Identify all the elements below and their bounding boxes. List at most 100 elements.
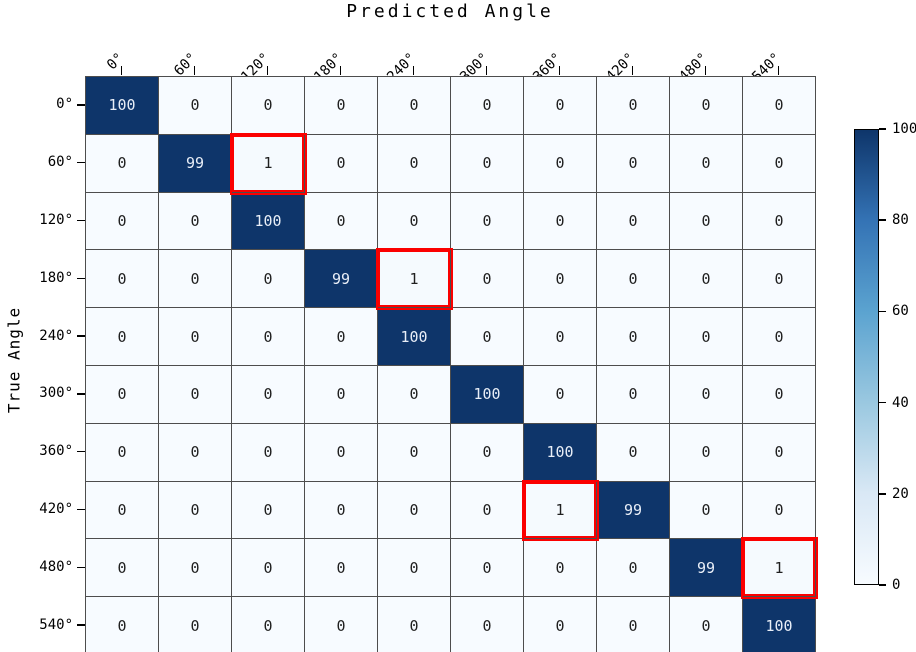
matrix-cell: 0 <box>86 308 159 366</box>
matrix-cell: 0 <box>524 365 597 424</box>
y-tick-mark <box>77 393 85 395</box>
y-tick-label: 240° <box>39 327 73 344</box>
matrix-cell: 0 <box>524 77 597 135</box>
y-tick-mark <box>77 219 85 222</box>
matrix-cell: 0 <box>232 365 305 424</box>
matrix-cell: 0 <box>670 250 743 309</box>
matrix-cell: 0 <box>524 192 597 251</box>
y-tick-label: 540° <box>39 616 73 633</box>
matrix-cell: 0 <box>670 192 743 251</box>
matrix-cell: 0 <box>378 365 451 424</box>
matrix-cell: 99 <box>670 539 743 598</box>
matrix-cell: 1 <box>232 134 305 193</box>
matrix-cell: 0 <box>378 481 451 540</box>
matrix-cell: 1 <box>524 481 597 540</box>
matrix-cell: 0 <box>670 308 743 366</box>
matrix-cell: 0 <box>451 250 524 309</box>
colorbar-tick-mark <box>879 401 886 404</box>
y-tick-label: 420° <box>39 501 73 517</box>
y-tick-label: 360° <box>39 443 73 460</box>
matrix-cell: 0 <box>159 423 232 482</box>
x-tick-mark <box>120 66 123 75</box>
colorbar-tick-label: 40 <box>892 394 909 411</box>
colorbar-tick-mark <box>879 128 886 130</box>
y-tick-mark <box>77 450 85 453</box>
matrix-cell: 0 <box>524 308 597 366</box>
x-tick-mark <box>704 66 707 75</box>
matrix-cell: 0 <box>232 481 305 540</box>
matrix-cell: 0 <box>305 423 378 482</box>
matrix-cell: 0 <box>305 77 378 135</box>
x-tick-mark <box>266 66 269 75</box>
matrix-cell: 0 <box>305 134 378 193</box>
matrix-cell: 100 <box>232 192 305 251</box>
matrix-cell: 0 <box>670 423 743 482</box>
matrix-cell: 0 <box>378 597 451 652</box>
matrix-cell: 0 <box>232 250 305 309</box>
matrix-cell: 0 <box>451 539 524 598</box>
matrix-cell: 0 <box>597 134 670 193</box>
matrix-cell: 100 <box>378 308 451 366</box>
heatmap-grid: 100 0 0 0 0 0 0 0 0 0 0 99 1 0 0 0 0 0 0 0 0 0 100 0 0 0 0 0 0 0 0 0 0 99… <box>85 76 816 652</box>
matrix-cell: 0 <box>378 539 451 598</box>
matrix-cell: 0 <box>743 308 816 366</box>
matrix-cell: 0 <box>743 250 816 309</box>
matrix-cell: 0 <box>378 77 451 135</box>
matrix-cell: 100 <box>451 365 524 424</box>
colorbar <box>854 129 879 585</box>
x-tick-mark <box>339 66 342 75</box>
x-tick-mark <box>777 66 780 75</box>
colorbar-tick-label: 0 <box>892 577 901 593</box>
matrix-cell: 99 <box>597 481 670 540</box>
y-tick-label: 300° <box>39 385 73 402</box>
matrix-cell: 0 <box>86 250 159 309</box>
matrix-cell: 0 <box>305 597 378 652</box>
matrix-cell: 99 <box>159 134 232 193</box>
y-tick-mark <box>77 104 85 106</box>
matrix-cell: 0 <box>743 134 816 193</box>
y-tick-label: 120° <box>39 212 73 228</box>
matrix-cell: 0 <box>670 597 743 652</box>
matrix-cell: 0 <box>159 365 232 424</box>
matrix-cell: 99 <box>305 250 378 309</box>
matrix-cell: 0 <box>159 192 232 251</box>
matrix-cell: 0 <box>86 481 159 540</box>
y-tick-mark <box>77 277 85 280</box>
chart-title: Predicted Angle <box>346 1 554 22</box>
colorbar-tick-mark <box>879 584 886 586</box>
matrix-cell: 0 <box>232 308 305 366</box>
matrix-cell: 0 <box>86 192 159 251</box>
colorbar-tick-label: 80 <box>892 212 909 229</box>
y-tick-mark <box>77 624 85 626</box>
matrix-cell: 0 <box>670 77 743 135</box>
matrix-cell: 0 <box>451 192 524 251</box>
matrix-cell: 0 <box>743 481 816 540</box>
matrix-cell: 0 <box>597 423 670 482</box>
y-tick-label: 480° <box>39 558 73 575</box>
matrix-cell: 0 <box>159 250 232 309</box>
matrix-cell: 0 <box>159 308 232 366</box>
matrix-cell: 0 <box>743 77 816 135</box>
matrix-cell: 0 <box>232 423 305 482</box>
matrix-cell: 0 <box>86 597 159 652</box>
x-tick-mark <box>412 66 415 75</box>
matrix-cell: 0 <box>597 539 670 598</box>
y-tick-label: 60° <box>47 154 73 171</box>
matrix-cell: 0 <box>524 597 597 652</box>
matrix-cell: 0 <box>159 539 232 598</box>
matrix-cell: 100 <box>524 423 597 482</box>
colorbar-tick-mark <box>879 493 886 495</box>
matrix-cell: 0 <box>670 481 743 540</box>
matrix-cell: 0 <box>232 539 305 598</box>
matrix-cell: 0 <box>670 134 743 193</box>
matrix-cell: 0 <box>597 192 670 251</box>
matrix-cell: 0 <box>232 77 305 135</box>
matrix-cell: 0 <box>597 308 670 366</box>
matrix-cell: 0 <box>743 423 816 482</box>
matrix-cell: 0 <box>451 423 524 482</box>
x-tick-mark <box>485 66 488 75</box>
y-tick-mark <box>77 508 85 511</box>
matrix-cell: 0 <box>305 539 378 598</box>
matrix-cell: 0 <box>524 539 597 598</box>
